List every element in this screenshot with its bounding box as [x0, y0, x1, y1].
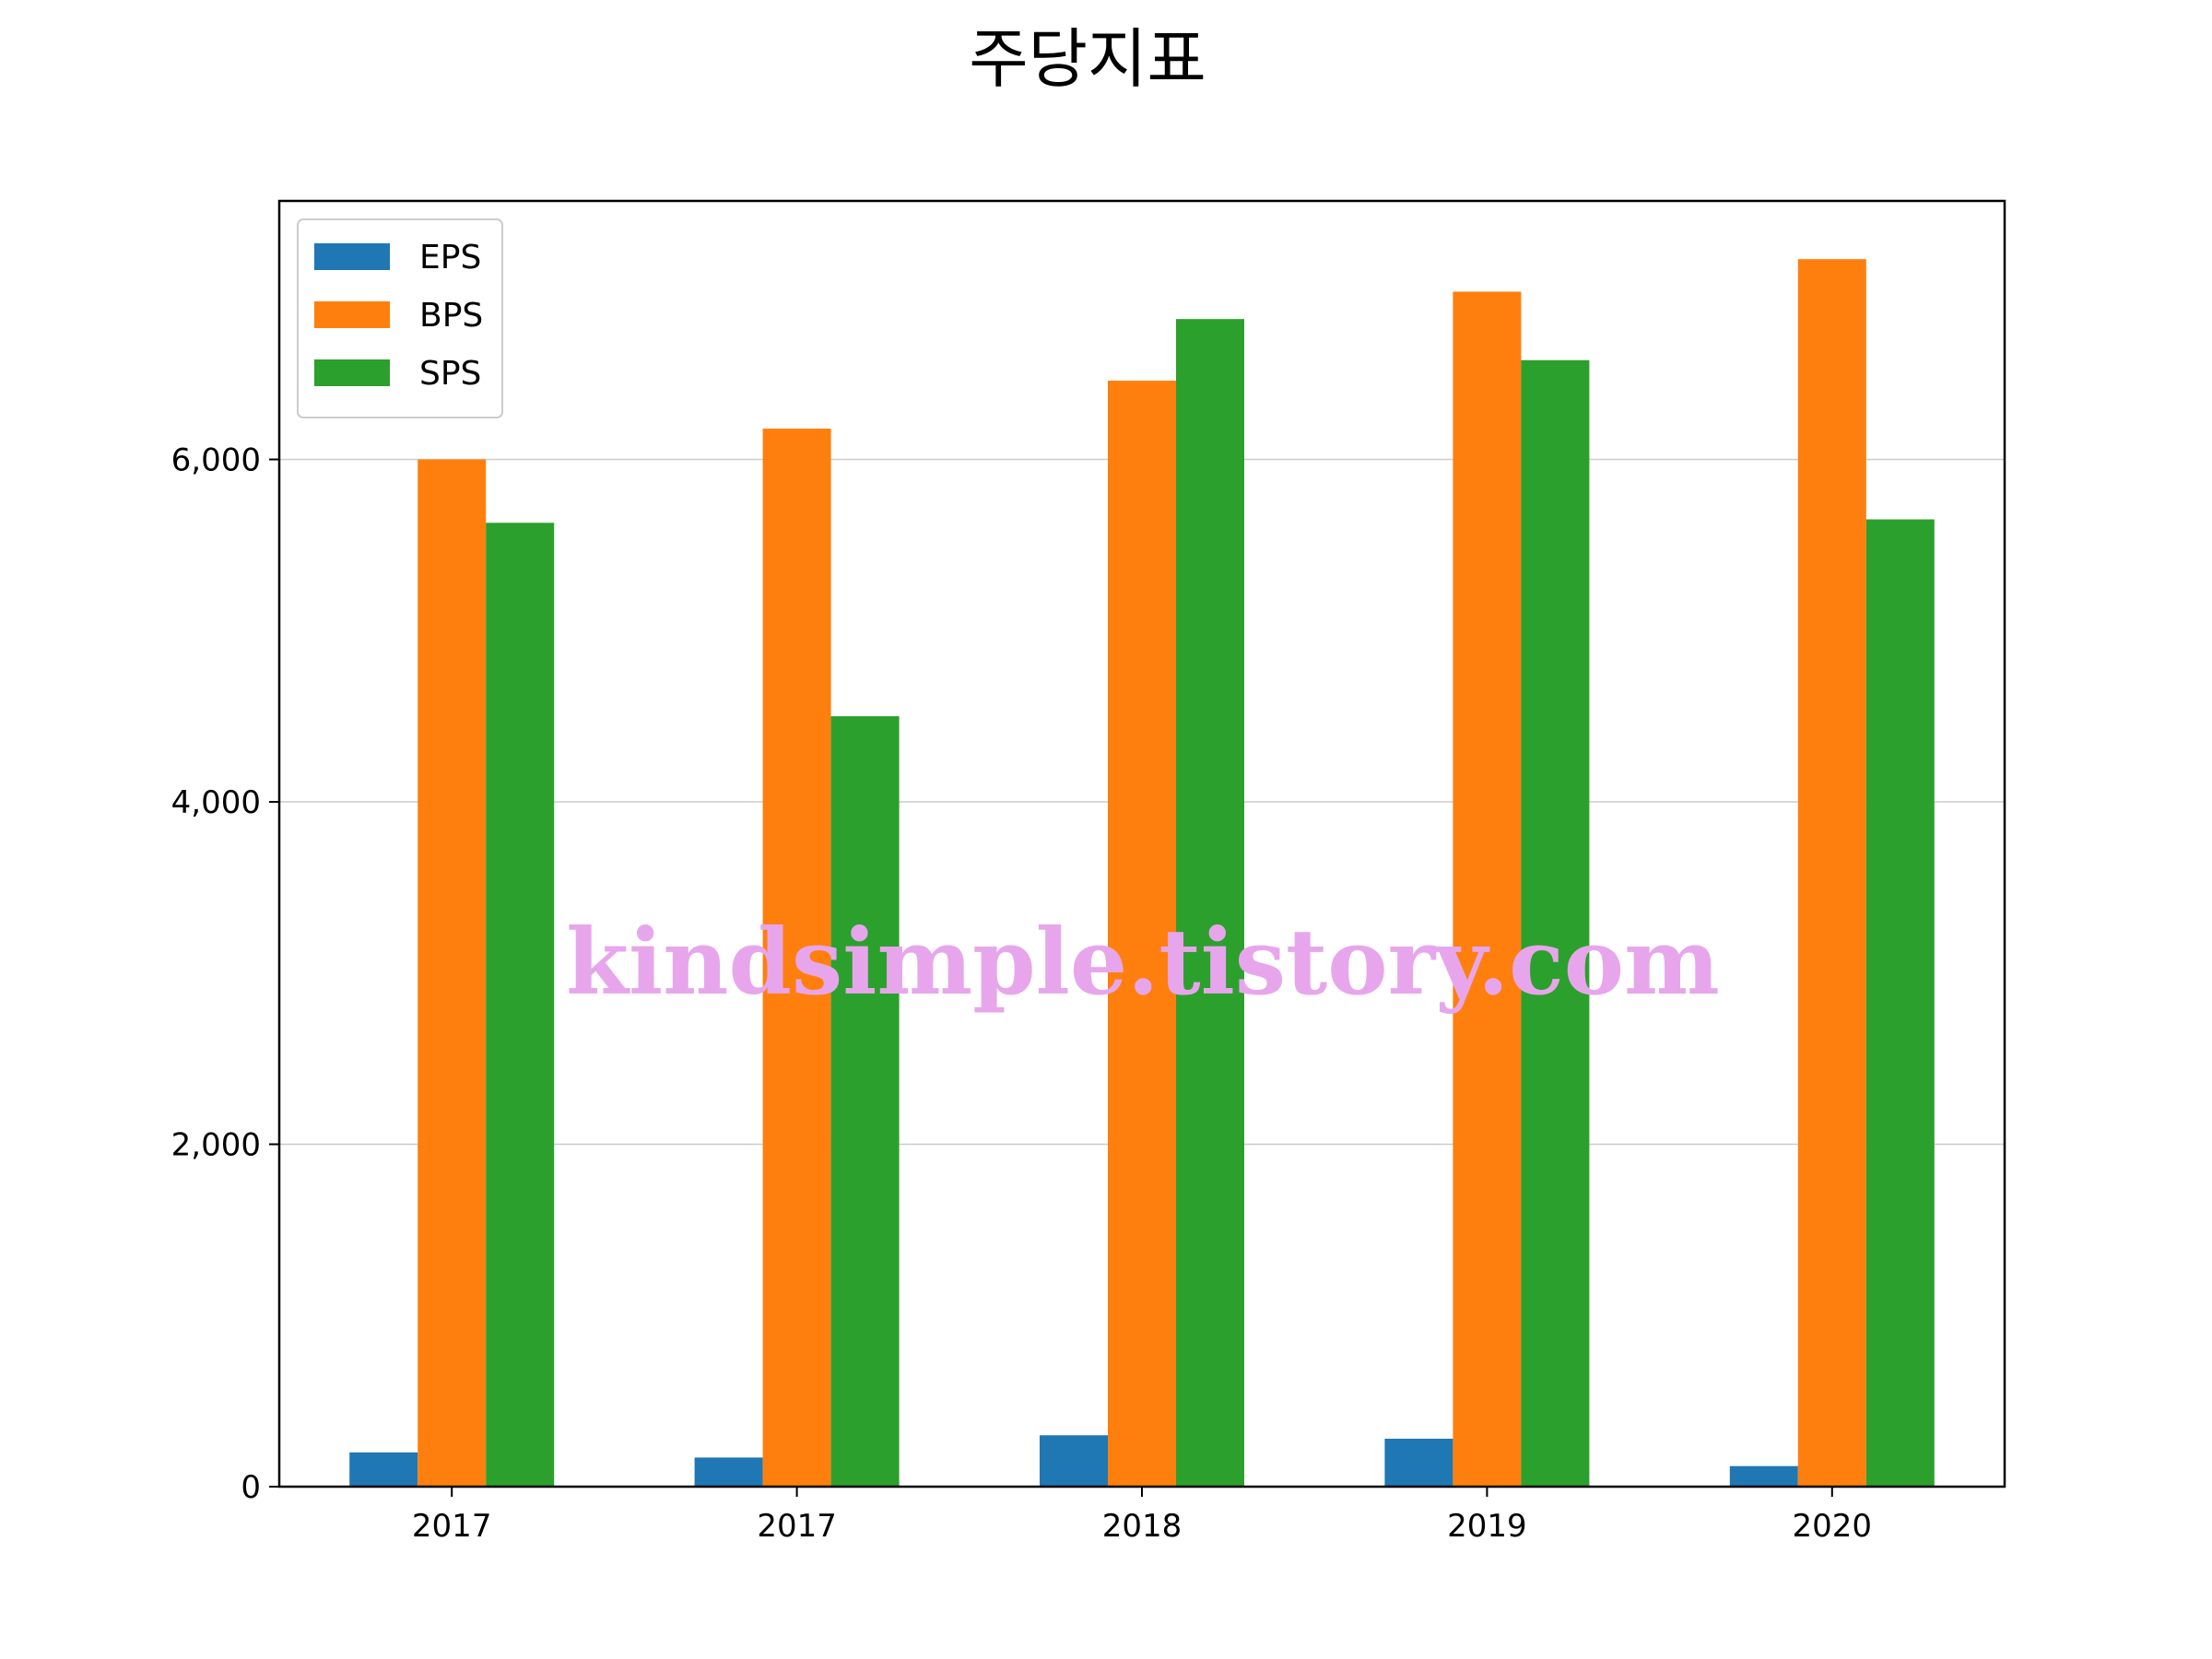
- x-tick-label: 2020: [1793, 1508, 1873, 1545]
- legend-label-bps: BPS: [419, 297, 483, 335]
- legend-label-sps: SPS: [419, 355, 481, 393]
- legend-label-eps: EPS: [419, 239, 481, 276]
- y-tick-label: 2,000: [171, 1126, 261, 1163]
- bar-eps: EPS 2018: 300: [1040, 1435, 1108, 1487]
- bar-sps: SPS 2017: 5630: [486, 523, 555, 1487]
- watermark: kindsimple.tistory.com: [566, 910, 1720, 1016]
- bar-bps: BPS 2017: 6180: [762, 429, 831, 1488]
- x-tick-label: 2017: [757, 1508, 837, 1545]
- x-axis: 2017 2017 2018 2019 2020: [412, 1487, 1872, 1545]
- y-tick-label: 6,000: [171, 441, 261, 478]
- legend: EPS BPS SPS: [297, 218, 503, 418]
- bar-bps: BPS 2019: 6980: [1453, 291, 1522, 1487]
- x-tick-label: 2019: [1447, 1508, 1527, 1545]
- legend-swatch-bps: [314, 301, 390, 328]
- x-tick-label: 2018: [1102, 1508, 1182, 1545]
- bar-sps: SPS 2018: 6820: [1176, 319, 1244, 1488]
- y-axis: 0 2,000 4,000 6,000: [171, 441, 279, 1506]
- bar-bps: BPS 2018: 6460: [1108, 381, 1176, 1488]
- legend-swatch-eps: [314, 243, 390, 270]
- x-tick-label: 2017: [412, 1508, 492, 1545]
- chart-title: 주당지표: [969, 21, 1206, 97]
- y-tick-label: 0: [241, 1469, 261, 1506]
- bar-eps: EPS 2017: 170: [694, 1457, 763, 1487]
- bar-sps: SPS 2017: 4500: [830, 716, 900, 1487]
- bar-bps: BPS 2020: 7170: [1797, 259, 1866, 1488]
- bar-bps: BPS 2017: 6000: [418, 459, 487, 1487]
- bar-eps: EPS 2019: 280: [1384, 1438, 1453, 1487]
- bar-eps: EPS 2017: 200: [349, 1452, 418, 1487]
- bar-sps: SPS 2020: 5650: [1865, 519, 1935, 1488]
- bar-sps: SPS 2019: 6580: [1521, 359, 1590, 1488]
- legend-swatch-sps: [314, 359, 390, 386]
- y-tick-label: 4,000: [171, 784, 261, 821]
- bar-eps: EPS 2020: 120: [1729, 1465, 1798, 1487]
- bars: EPS 2017: 200BPS 2017: 6000SPS 2017: 563…: [349, 259, 1935, 1488]
